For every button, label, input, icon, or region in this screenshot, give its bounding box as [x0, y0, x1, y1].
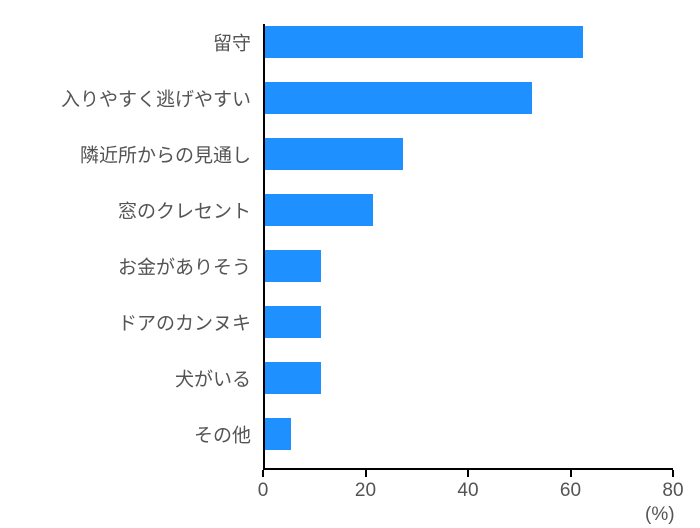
category-label: 隣近所からの見通し — [0, 141, 251, 168]
x-tickmark — [365, 470, 367, 477]
bar — [265, 194, 373, 226]
x-tickmark — [467, 470, 469, 477]
plot-area — [263, 24, 673, 470]
x-tickmark — [570, 470, 572, 477]
bar — [265, 306, 321, 338]
category-label: ドアのカンヌキ — [0, 309, 251, 336]
x-unit-label: (%) — [645, 504, 675, 526]
category-label: 留守 — [0, 29, 251, 56]
x-tickmark — [262, 470, 264, 477]
bar-chart: 留守入りやすく逃げやすい隣近所からの見通し窓のクレセントお金がありそうドアのカン… — [0, 0, 700, 528]
x-tick-label: 60 — [560, 480, 581, 502]
category-label: 入りやすく逃げやすい — [0, 85, 251, 112]
x-tick-label: 80 — [662, 480, 683, 502]
bar — [265, 250, 321, 282]
bar — [265, 138, 403, 170]
category-label: その他 — [0, 421, 251, 448]
bar — [265, 362, 321, 394]
x-tick-label: 20 — [355, 480, 376, 502]
x-tick-label: 0 — [258, 480, 269, 502]
bar — [265, 418, 291, 450]
bar — [265, 82, 532, 114]
category-label: お金がありそう — [0, 253, 251, 280]
bar — [265, 26, 583, 58]
x-tick-label: 40 — [457, 480, 478, 502]
x-tickmark — [672, 470, 674, 477]
category-label: 犬がいる — [0, 365, 251, 392]
category-label: 窓のクレセント — [0, 197, 251, 224]
